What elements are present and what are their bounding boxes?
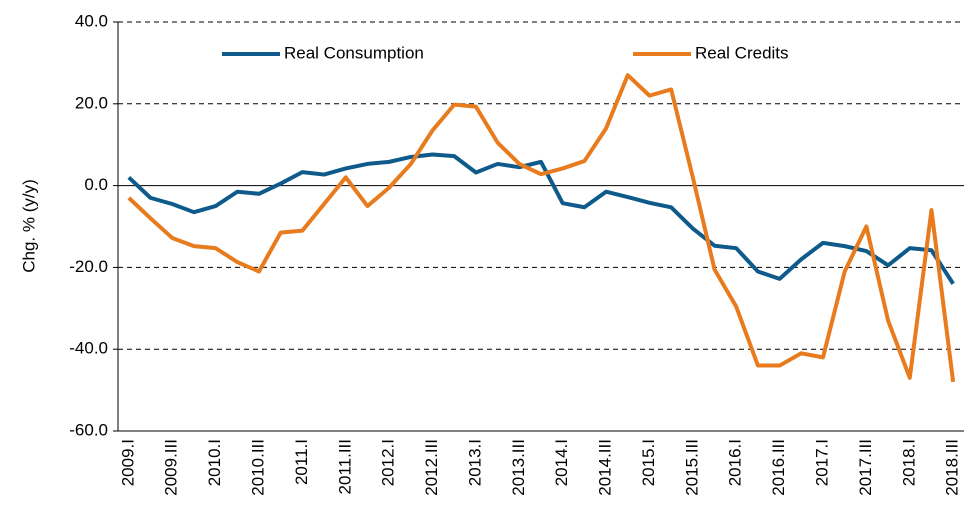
- x-tick-label: 2012.III: [422, 439, 441, 496]
- y-tick-label: -20.0: [69, 257, 108, 276]
- x-tick-label: 2009.I: [118, 439, 137, 486]
- x-tick-label: 2009.III: [162, 439, 181, 496]
- x-tick-label: 2013.I: [465, 439, 484, 486]
- x-tick-label: 2015.III: [682, 439, 701, 496]
- y-tick-label: 20.0: [75, 93, 108, 112]
- y-tick-label: 40.0: [75, 11, 108, 30]
- x-tick-label: 2018.III: [943, 439, 962, 496]
- series-line: [127, 73, 956, 383]
- y-tick-label: -60.0: [69, 420, 108, 439]
- x-tick-label: 2016.III: [769, 439, 788, 496]
- x-tick-label: 2010.I: [205, 439, 224, 486]
- x-tick-label: 2017.I: [812, 439, 831, 486]
- x-tick-label: 2011.III: [335, 439, 354, 494]
- x-tick-label: 2011.I: [292, 439, 311, 485]
- x-tick-label: 2015.I: [639, 439, 658, 486]
- y-tick-label: 0.0: [84, 175, 108, 194]
- x-tick-label: 2012.I: [379, 439, 398, 486]
- x-tick-label: 2010.III: [248, 439, 267, 496]
- x-tick-label: 2014.III: [596, 439, 615, 496]
- series-line: [127, 152, 955, 285]
- y-axis-label: Chg. % (y/y): [19, 179, 38, 273]
- x-tick-label: 2013.III: [509, 439, 528, 496]
- y-tick-label: -40.0: [69, 339, 108, 358]
- legend-label: Real Credits: [695, 43, 789, 62]
- legend-label: Real Consumption: [284, 43, 424, 62]
- x-tick-label: 2016.I: [726, 439, 745, 486]
- x-tick-label: 2017.III: [856, 439, 875, 496]
- x-tick-label: 2014.I: [552, 439, 571, 486]
- x-tick-label: 2018.I: [899, 439, 918, 486]
